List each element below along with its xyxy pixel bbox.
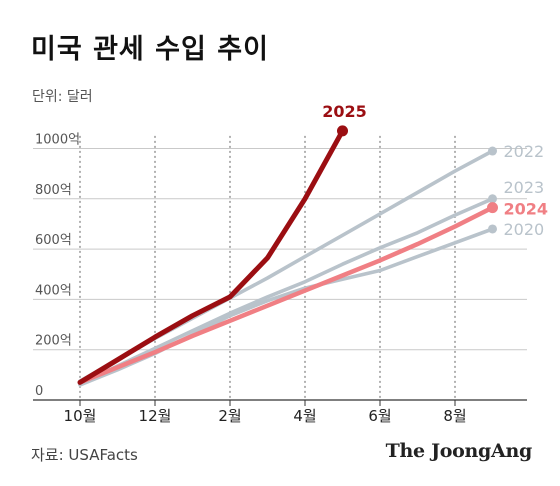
brand-logo: The JoongAng xyxy=(385,440,533,462)
y-tick-label: 800억 xyxy=(35,183,72,198)
unit-label: 단위: 달러 xyxy=(32,89,93,105)
series-end-marker-2022 xyxy=(488,146,497,156)
x-tick-label: 2월 xyxy=(218,407,241,425)
chart-title: 미국 관세 수입 추이 xyxy=(31,34,269,65)
series-end-marker-2024 xyxy=(487,202,498,214)
series-line-2025 xyxy=(77,128,345,385)
x-tick-label: 12월 xyxy=(139,407,172,425)
series-label-2023: 2023 xyxy=(504,178,545,197)
y-tick-label: 400억 xyxy=(35,283,72,298)
y-tick-label: 1000억 xyxy=(35,133,80,148)
y-tick-label: 600억 xyxy=(35,233,72,248)
series-label-2025: 2025 xyxy=(322,102,367,121)
series-end-marker-2025 xyxy=(337,125,348,137)
series-end-marker-2023 xyxy=(488,194,497,204)
x-tick-label: 6월 xyxy=(368,407,391,425)
series-label-2022: 2022 xyxy=(504,142,545,161)
x-tick-label: 8월 xyxy=(443,407,466,425)
series-label-2024: 2024 xyxy=(504,200,549,219)
series-end-marker-2020 xyxy=(488,224,497,234)
x-tick-label: 4월 xyxy=(293,407,316,425)
series-line-2024 xyxy=(77,205,495,385)
y-tick-label: 0 xyxy=(35,384,43,399)
source-note: 자료: USAFacts xyxy=(31,446,138,464)
x-tick-label: 10월 xyxy=(64,407,97,425)
series-label-2020: 2020 xyxy=(504,220,545,239)
y-tick-label: 200억 xyxy=(35,334,72,349)
series-line-2020 xyxy=(78,227,495,387)
series-line-2023 xyxy=(78,197,495,386)
